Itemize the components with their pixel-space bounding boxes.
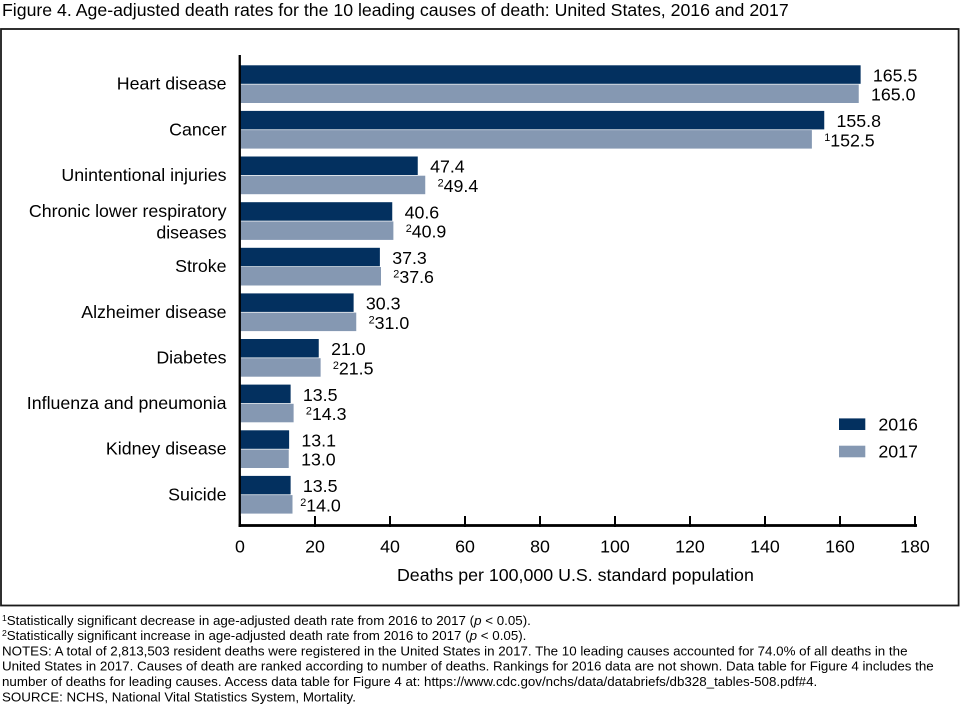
svg-text:165.0: 165.0 [871,85,916,105]
svg-text:Influenza and pneumonia: Influenza and pneumonia [27,393,227,413]
svg-text:SOURCE: NCHS, National Vital S: SOURCE: NCHS, National Vital Statistics … [2,689,356,704]
svg-text:0: 0 [235,537,245,557]
svg-text:100: 100 [600,537,630,557]
svg-text:Alzheimer disease: Alzheimer disease [81,302,226,322]
svg-text:NOTES: A total of 2,813,503 re: NOTES: A total of 2,813,503 resident dea… [2,643,908,658]
svg-text:1152.5: 1152.5 [824,130,875,150]
svg-text:Figure 4. Age-adjusted death r: Figure 4. Age-adjusted death rates for t… [2,0,789,20]
svg-text:180: 180 [900,537,930,557]
svg-text:2017: 2017 [878,442,918,462]
svg-text:47.4: 47.4 [430,157,465,177]
svg-text:Kidney disease: Kidney disease [106,439,227,459]
svg-text:2016: 2016 [878,414,918,434]
svg-text:diseases: diseases [156,222,226,242]
svg-text:231.0: 231.0 [369,313,410,333]
svg-text:140: 140 [750,537,780,557]
svg-text:249.4: 249.4 [438,176,479,196]
svg-text:160: 160 [825,537,855,557]
svg-text:21.0: 21.0 [331,339,366,359]
svg-text:37.3: 37.3 [392,248,427,268]
svg-text:60: 60 [455,537,475,557]
svg-text:Heart disease: Heart disease [117,74,227,94]
svg-text:40: 40 [380,537,400,557]
svg-text:1Statistically significant dec: 1Statistically significant decrease in a… [2,613,531,628]
svg-text:20: 20 [305,537,325,557]
svg-text:2Statistically significant inc: 2Statistically significant increase in a… [2,628,526,643]
svg-text:240.9: 240.9 [406,222,447,242]
svg-text:40.6: 40.6 [405,202,440,222]
svg-text:165.5: 165.5 [873,66,918,86]
svg-text:13.5: 13.5 [303,385,338,405]
svg-text:214.3: 214.3 [306,404,347,424]
svg-text:Suicide: Suicide [168,484,226,504]
svg-text:13.1: 13.1 [301,431,336,451]
svg-text:United States in 2017. Causes: United States in 2017. Causes of death a… [2,659,934,674]
svg-text:120: 120 [675,537,705,557]
svg-text:Unintentional injuries: Unintentional injuries [61,165,226,185]
svg-text:Diabetes: Diabetes [156,347,226,367]
svg-text:80: 80 [530,537,550,557]
svg-text:221.5: 221.5 [333,358,374,378]
svg-text:Stroke: Stroke [175,256,227,276]
svg-text:13.0: 13.0 [301,450,336,470]
svg-text:13.5: 13.5 [303,476,338,496]
svg-text:155.8: 155.8 [837,111,882,131]
svg-text:Cancer: Cancer [169,119,226,139]
svg-text:number of deaths for leading c: number of deaths for leading causes. Acc… [2,674,817,689]
svg-text:30.3: 30.3 [366,294,401,314]
svg-text:214.0: 214.0 [300,495,341,515]
svg-text:237.6: 237.6 [393,267,434,287]
svg-text:Deaths per 100,000 U.S. standa: Deaths per 100,000 U.S. standard populat… [397,565,754,585]
svg-text:Chronic lower respiratory: Chronic lower respiratory [29,201,227,221]
